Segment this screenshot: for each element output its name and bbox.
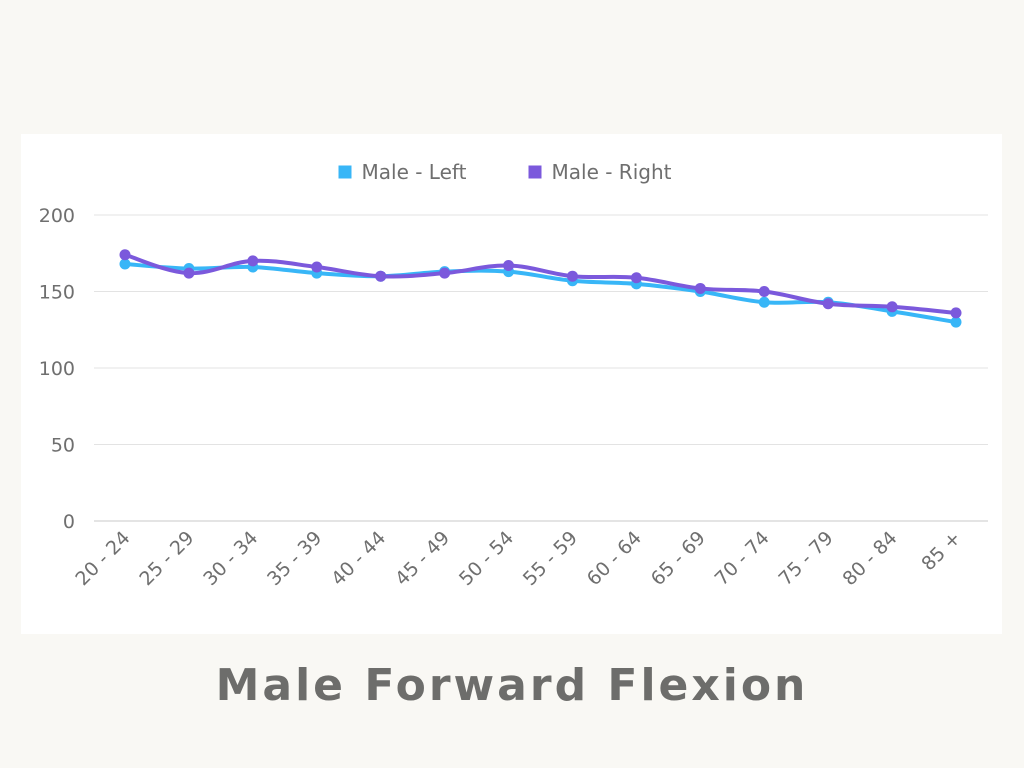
data-point-male-left <box>119 258 131 270</box>
series-line-male-left <box>123 261 958 325</box>
data-point-male-left <box>758 296 770 308</box>
line-chart: Male - Left Male - Right 0 50 100 150 200 20 … <box>39 160 988 590</box>
x-tick-label: 85 + <box>917 527 965 575</box>
y-tick-label: 100 <box>39 358 75 380</box>
chart-panel: Male - Left Male - Right 0 50 100 150 200 20 … <box>21 134 1002 634</box>
x-tick-label: 75 - 79 <box>775 527 838 590</box>
y-tick-label: 200 <box>39 205 75 227</box>
x-tick-label: 70 - 74 <box>711 527 774 590</box>
x-tick-label: 25 - 29 <box>135 527 198 590</box>
x-tick-label: 80 - 84 <box>838 527 901 590</box>
data-point-male-right <box>439 267 451 279</box>
x-tick-label: 60 - 64 <box>583 527 646 590</box>
series-layer <box>119 249 962 328</box>
x-tick-label: 40 - 44 <box>327 527 390 590</box>
series-line-male-right <box>123 252 958 315</box>
data-point-male-right <box>886 301 898 313</box>
y-tick-label: 50 <box>51 435 75 457</box>
chart-legend: Male - Left Male - Right <box>338 160 672 184</box>
data-point-male-right <box>183 267 195 279</box>
legend-swatch-male-right <box>528 165 542 179</box>
data-point-male-right <box>119 249 131 261</box>
chart-caption: Male Forward Flexion <box>215 660 809 711</box>
data-point-male-right <box>375 270 387 282</box>
x-tick-label: 45 - 49 <box>391 527 454 590</box>
y-tick-label: 0 <box>63 511 75 533</box>
data-point-male-right <box>311 261 323 273</box>
legend-label-male-right: Male - Right <box>552 160 672 184</box>
x-axis: 20 - 24 25 - 29 30 - 34 35 - 39 40 - 44 45 - … <box>71 527 965 590</box>
grid-lines <box>94 214 988 522</box>
data-point-male-left <box>950 316 962 328</box>
x-tick-label: 50 - 54 <box>455 527 518 590</box>
x-tick-label: 20 - 24 <box>71 527 134 590</box>
y-tick-label: 150 <box>39 282 75 304</box>
x-tick-label: 30 - 34 <box>199 527 262 590</box>
y-axis: 0 50 100 150 200 <box>39 205 75 533</box>
data-point-male-right <box>566 270 578 282</box>
data-point-male-right <box>950 307 962 319</box>
data-point-male-right <box>630 272 642 284</box>
x-tick-label: 35 - 39 <box>263 527 326 590</box>
data-point-male-right <box>503 259 515 271</box>
x-tick-label: 65 - 69 <box>647 527 710 590</box>
data-point-male-right <box>822 298 834 310</box>
legend-label-male-left: Male - Left <box>362 160 467 184</box>
data-point-male-right <box>694 282 706 294</box>
legend-swatch-male-left <box>338 165 352 179</box>
data-point-male-right <box>758 286 770 297</box>
x-tick-label: 55 - 59 <box>519 527 582 590</box>
data-point-male-right <box>247 255 259 267</box>
